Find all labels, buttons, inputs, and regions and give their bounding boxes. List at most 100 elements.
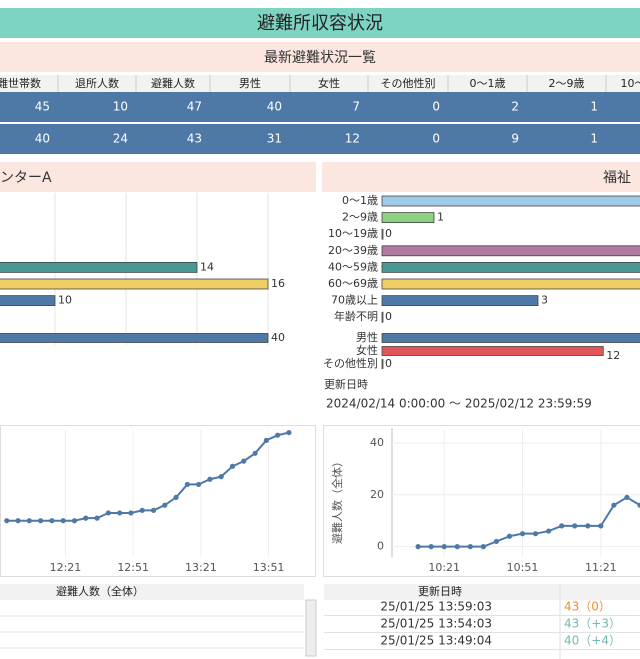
point [519,531,526,537]
cell: 25/01/25 13:54:03 [380,617,492,631]
panel-title: ンターA [0,170,52,186]
bar [381,228,384,240]
point [428,544,434,550]
category-label: 0～1歳 [342,194,378,207]
value-label: 16 [271,277,285,290]
x-tick-label: 12:21 [50,561,82,574]
point [598,523,604,529]
point [585,523,591,529]
cell: 43（0） [564,600,611,614]
point [572,523,578,529]
column-header: 難世帯数 [0,77,41,90]
x-tick-label: 11:21 [585,561,617,574]
cell: 24 [113,132,128,146]
value-label: 3 [541,294,548,307]
category-label: 10～19歳 [328,227,378,240]
y-tick-label: 40 [370,436,384,449]
category-label: 20～39歳 [328,244,378,257]
x-tick-label: 13:21 [185,561,217,574]
column-header: 避難人数 [151,76,195,90]
point [173,494,179,500]
cell: 1 [590,100,598,114]
point [83,515,89,521]
line [418,496,640,548]
category-label: 年齢不明 [334,309,378,323]
point [94,515,100,521]
cell: 43 [187,132,202,146]
cell: 43（+3） [564,617,621,631]
point [139,507,145,513]
cell: 1 [590,132,598,146]
table-header [0,584,304,600]
point [611,502,617,508]
point [4,518,10,524]
table-row [0,124,640,154]
table-header-label: 更新日時 [418,584,462,598]
cell: 12 [345,132,360,146]
point [286,429,292,436]
panel-frame [323,425,640,577]
update-range: 2024/02/14 0:00:00 ～ 2025/02/12 23:59:59 [326,397,592,411]
value-label: 0 [385,310,392,323]
point [15,518,21,524]
x-tick-label: 12:51 [117,561,149,574]
table-header [0,75,640,92]
bar [381,359,384,369]
title: 避難所収容状況 [257,13,383,34]
cell: 7 [352,100,360,114]
cell: 9 [511,132,519,146]
point [241,458,247,464]
point [229,463,236,469]
cell: 40 [35,132,50,146]
cell: 40（+4） [564,634,621,648]
bar [381,278,640,290]
point [128,510,134,516]
category-label: 女性 [356,343,378,357]
point [467,544,473,550]
value-label: 14 [200,260,214,273]
cell: 0 [432,132,440,146]
point [415,544,421,550]
cell: 2 [511,100,519,114]
x-tick-label: 10:51 [507,561,539,574]
panel-frame [0,425,316,577]
point [60,518,66,524]
bar [381,261,640,273]
point [184,481,190,488]
x-tick-label: 13:51 [253,561,285,574]
bar [0,333,269,343]
table-row [0,92,640,122]
point [624,494,630,500]
value-label: 1 [437,211,444,224]
subtitle-bar [0,42,640,72]
point [150,507,157,513]
bar [0,278,269,290]
column-header: 男性 [239,76,261,90]
point [207,476,213,482]
x-tick-label: 10:21 [428,561,460,574]
cell: 0 [432,100,440,114]
point [480,544,486,550]
column-header: 0～1歳 [470,77,506,90]
cell: 31 [267,132,282,146]
plot [4,429,292,524]
panel-title-bar [0,162,316,192]
point [105,510,111,516]
bar [381,295,539,307]
column-header: 2～9歳 [549,77,585,90]
panel-title-bar [322,162,640,192]
point [263,437,269,443]
subtitle: 最新避難状況一覧 [264,49,376,66]
column-header: 女性 [318,76,340,90]
bar [381,195,640,207]
column-header: 10～ [621,77,640,90]
value-label: 0 [385,227,392,240]
plot [415,494,640,550]
category-label: 40～59歳 [328,260,378,273]
cell: 40 [267,100,282,114]
scrollbar[interactable] [305,599,317,657]
point [196,481,202,488]
y-tick-label: 0 [377,540,384,553]
category-label: 60～69歳 [328,277,378,290]
column-header: 退所人数 [75,77,119,90]
